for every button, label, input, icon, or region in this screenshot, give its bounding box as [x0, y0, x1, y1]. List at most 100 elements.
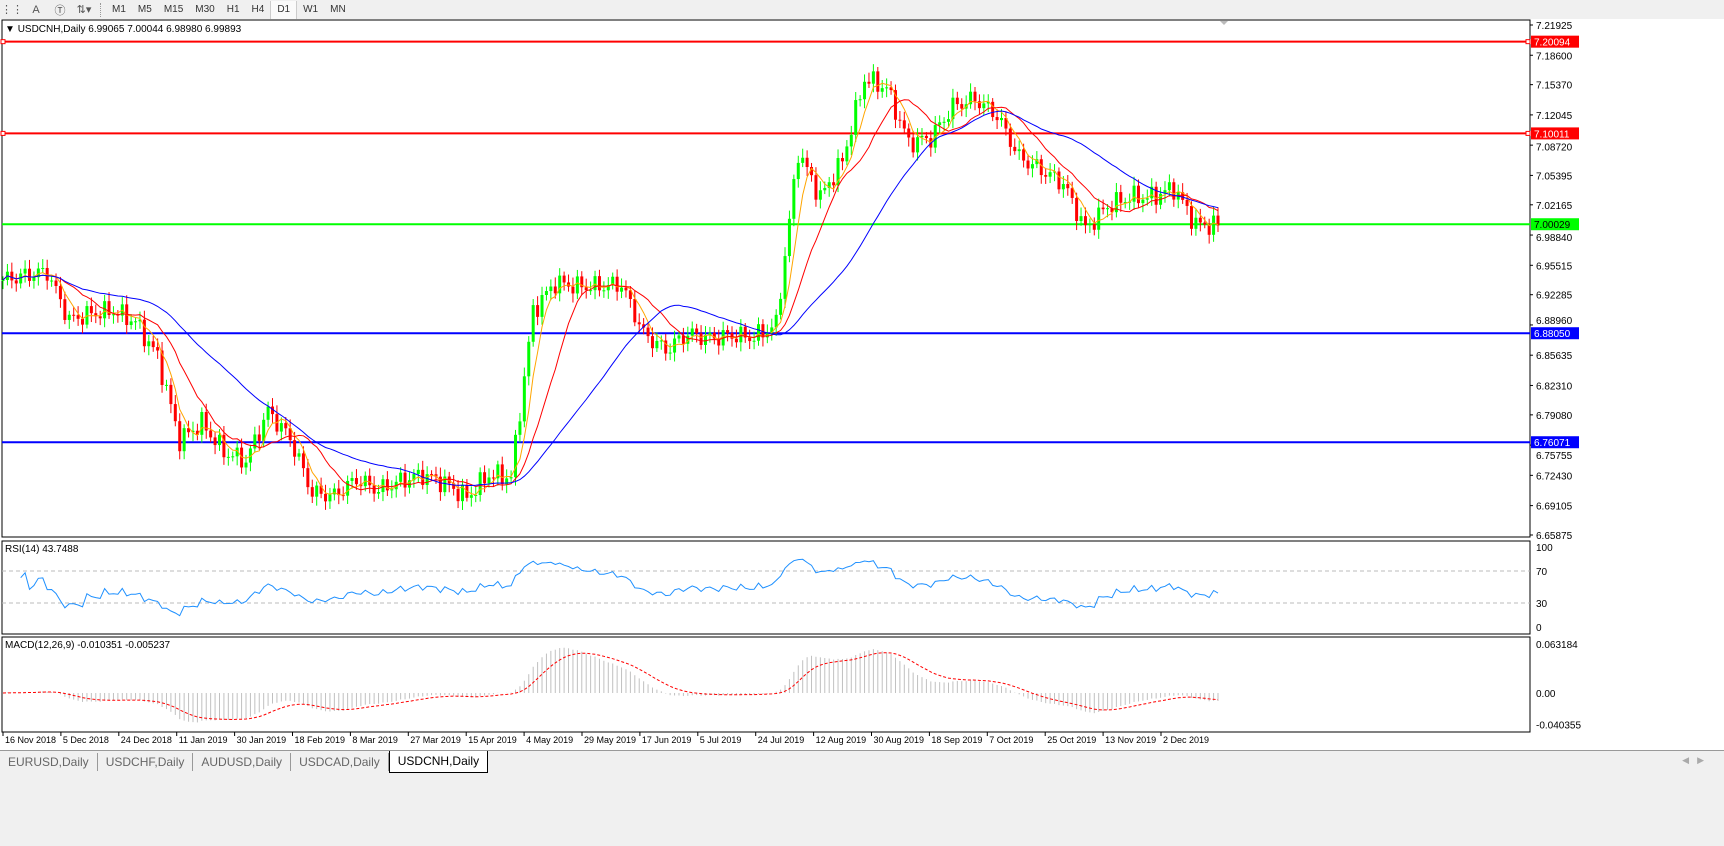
date-tick-label: 29 May 2019: [584, 735, 636, 745]
timeframe-d1[interactable]: D1: [270, 0, 298, 19]
timeframe-w1[interactable]: W1: [303, 3, 319, 15]
candle: [1044, 175, 1048, 177]
timeframe-m1[interactable]: M1: [112, 3, 126, 15]
timeframe-h4[interactable]: H4: [251, 3, 265, 15]
candle: [63, 299, 67, 320]
candle: [142, 319, 146, 347]
date-tick-label: 16 Nov 2018: [5, 735, 56, 745]
candle: [602, 290, 606, 292]
tab-scroll-arrows-icon[interactable]: ◀▶: [1682, 755, 1712, 765]
date-tick-label: 7 Oct 2019: [989, 735, 1033, 745]
candle: [810, 166, 814, 176]
candle: [500, 464, 504, 485]
arrows-icon[interactable]: ⇅▾: [76, 4, 92, 16]
candle: [650, 336, 654, 349]
grid-f-icon[interactable]: ⋮⋮: [1, 4, 23, 16]
price-tick-label: 7.18600: [1536, 51, 1573, 62]
candle: [195, 430, 199, 435]
candle: [1154, 186, 1158, 205]
candle: [1136, 185, 1140, 204]
candle: [32, 277, 36, 281]
candle: [288, 428, 292, 441]
candle: [425, 474, 429, 485]
candle: [898, 119, 902, 121]
candle: [1026, 160, 1030, 169]
candle: [1114, 192, 1118, 213]
candle: [1198, 217, 1202, 223]
candle: [487, 477, 491, 484]
candle: [871, 71, 875, 84]
date-tick-label: 8 Mar 2019: [352, 735, 398, 745]
candle: [960, 104, 964, 109]
candle: [840, 158, 844, 162]
price-tick-label: 6.88960: [1536, 316, 1573, 327]
candle: [584, 287, 588, 291]
candle: [620, 287, 624, 292]
candle: [531, 305, 535, 342]
candle: [575, 276, 579, 294]
tab-audusd[interactable]: AUDUSD,Daily: [193, 753, 292, 771]
price-line-label-bg: [1531, 218, 1579, 231]
candle: [235, 447, 239, 457]
date-tick-label: 25 Oct 2019: [1047, 735, 1096, 745]
candle: [1000, 117, 1004, 121]
date-tick-label: 24 Dec 2018: [121, 735, 172, 745]
candle: [182, 428, 186, 452]
tab-usdcad[interactable]: USDCAD,Daily: [291, 753, 389, 771]
candle: [991, 101, 995, 118]
candle: [1212, 215, 1216, 235]
candle: [779, 298, 783, 315]
candle: [385, 479, 389, 491]
candle: [1035, 159, 1039, 165]
horizontal-lines[interactable]: [0, 39, 1531, 444]
candle: [814, 175, 818, 200]
candle: [1057, 171, 1061, 190]
price-tick-label: 6.79080: [1536, 411, 1573, 422]
candle: [549, 286, 553, 292]
timeframe-m30[interactable]: M30: [195, 3, 215, 15]
candle: [717, 338, 721, 346]
price-line-label: 6.76071: [1534, 438, 1571, 449]
price-line-label-bg: [1531, 127, 1579, 140]
timeframe-h1[interactable]: H1: [226, 3, 240, 15]
candle: [416, 469, 420, 475]
candle: [615, 276, 619, 292]
candle: [350, 478, 354, 481]
candle: [659, 340, 663, 342]
text-a-icon[interactable]: A: [32, 3, 40, 16]
tab-eurusd[interactable]: EURUSD,Daily: [0, 753, 98, 771]
rsi-label: RSI(14) 43.7488: [5, 544, 79, 555]
candle: [134, 321, 138, 323]
macd-label: MACD(12,26,9) -0.010351 -0.005237: [5, 640, 171, 651]
candle: [597, 276, 601, 291]
candle: [1106, 208, 1110, 210]
line-handle: [1525, 130, 1531, 136]
candle: [514, 434, 518, 478]
candle: [315, 485, 319, 497]
candle: [946, 119, 950, 122]
date-tick-label: 27 Mar 2019: [410, 735, 461, 745]
tab-usdcnh[interactable]: USDCNH,Daily: [388, 751, 489, 773]
candle: [955, 97, 959, 105]
timeframe-mn[interactable]: MN: [330, 3, 346, 15]
candle: [836, 158, 840, 186]
candle: [151, 341, 155, 348]
candle: [827, 182, 831, 188]
candle: [1216, 215, 1220, 226]
candle: [633, 299, 637, 323]
candle: [540, 294, 544, 317]
candle: [28, 268, 32, 281]
rsi-axis-label: 0: [1536, 623, 1542, 634]
price-tick-label: 7.05395: [1536, 171, 1573, 182]
candle: [248, 448, 252, 463]
timeframe-m15[interactable]: M15: [163, 3, 184, 15]
candle: [76, 315, 80, 319]
chart-tabs: EURUSD,Daily USDCHF,Daily AUDUSD,Daily U…: [0, 750, 1724, 773]
candle: [98, 316, 102, 319]
candle: [606, 285, 610, 291]
text-label-icon[interactable]: Ⓣ: [54, 4, 66, 17]
tab-usdchf[interactable]: USDCHF,Daily: [98, 753, 194, 771]
timeframe-m5[interactable]: M5: [137, 3, 152, 15]
candle: [1132, 185, 1136, 202]
